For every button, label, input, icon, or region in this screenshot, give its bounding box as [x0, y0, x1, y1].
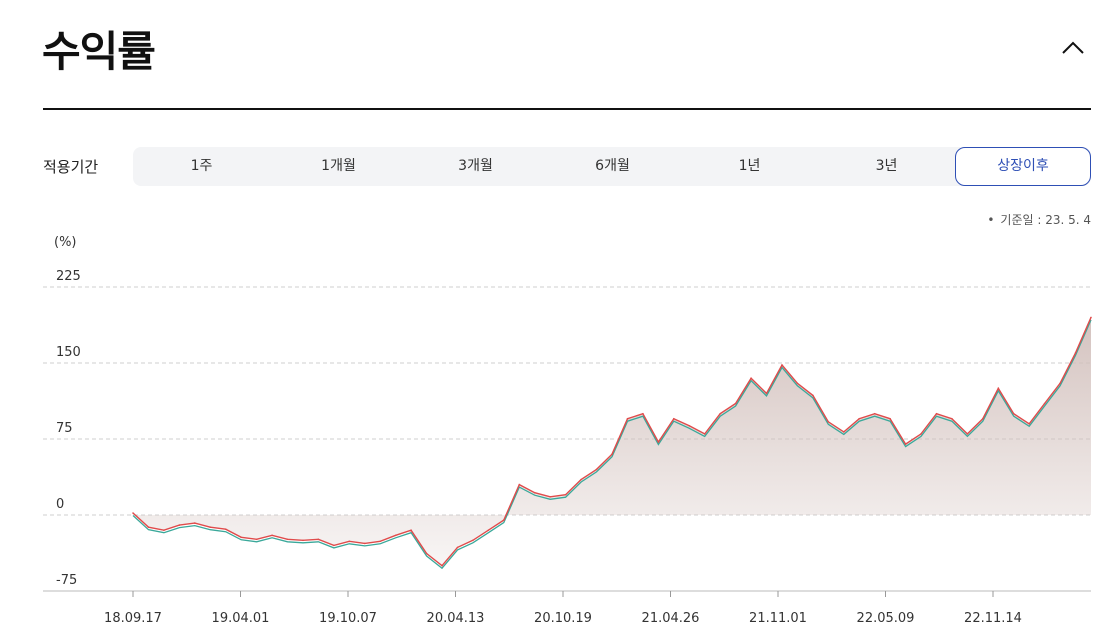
data-point	[410, 529, 412, 531]
data-point	[719, 412, 721, 415]
data-point	[812, 394, 814, 397]
data-point	[364, 542, 366, 545]
data-point	[703, 433, 706, 435]
data-point	[394, 534, 397, 537]
x-tick-label: 19.10.07	[319, 611, 377, 626]
period-option-3m[interactable]: 3개월	[458, 158, 493, 174]
data-point	[765, 392, 768, 395]
x-tick-label: 20.04.13	[427, 611, 485, 626]
data-point	[549, 496, 551, 498]
data-point	[580, 478, 582, 481]
period-option-3y[interactable]: 3년	[875, 158, 898, 174]
data-point	[688, 425, 691, 427]
data-point	[642, 412, 644, 415]
data-point	[873, 412, 876, 415]
data-point	[673, 417, 675, 420]
data-point	[456, 546, 459, 549]
period-label: 적용기간	[43, 158, 99, 176]
y-tick-label: 225	[56, 269, 81, 284]
data-point	[626, 417, 629, 420]
data-point	[858, 417, 860, 420]
page-title: 수익률	[42, 27, 156, 76]
data-point	[240, 536, 242, 539]
data-point	[796, 382, 799, 385]
period-option-1w[interactable]: 1주	[190, 158, 213, 174]
data-point	[997, 387, 1000, 390]
data-point	[827, 421, 830, 423]
data-point	[487, 529, 490, 531]
data-point	[472, 539, 474, 542]
period-selector: 1주 1개월 3개월 6개월 1년 3년 상장이후	[133, 147, 1091, 186]
data-point	[1074, 352, 1077, 354]
data-point	[333, 544, 335, 547]
data-point	[611, 453, 613, 456]
data-point	[951, 417, 953, 420]
data-point	[533, 491, 536, 494]
data-point	[302, 539, 304, 542]
period-option-1m[interactable]: 1개월	[321, 158, 356, 174]
data-point	[348, 540, 351, 543]
y-tick-label: 150	[56, 345, 81, 360]
y-tick-label: -75	[56, 573, 77, 588]
data-point	[564, 493, 567, 496]
as-of-date: • 기준일 : 23. 5. 4	[987, 211, 1091, 228]
x-tick-label: 18.09.17	[104, 611, 162, 626]
data-point	[255, 538, 258, 541]
data-point	[178, 524, 181, 526]
data-point	[317, 538, 320, 541]
data-point	[982, 417, 984, 420]
data-point	[441, 564, 443, 567]
y-tick-label: 0	[56, 497, 64, 512]
data-point	[163, 529, 165, 531]
y-axis-unit: (%)	[54, 235, 77, 250]
data-point	[843, 431, 845, 433]
data-point	[194, 522, 196, 524]
data-point	[734, 402, 737, 405]
data-point	[425, 552, 428, 555]
y-tick-label: 75	[56, 421, 73, 436]
data-point	[595, 468, 598, 471]
benchmark-line	[132, 319, 1092, 570]
data-point	[209, 526, 212, 528]
as-of-text: 기준일 : 23. 5. 4	[1000, 213, 1091, 227]
x-tick-label: 19.04.01	[212, 611, 270, 626]
data-point	[1012, 412, 1015, 415]
data-point	[147, 526, 150, 528]
chevron-up-icon	[1062, 41, 1084, 54]
bullet-icon: •	[987, 213, 995, 227]
x-tick-label: 20.10.19	[534, 611, 592, 626]
x-tick-label: 21.04.26	[642, 611, 700, 626]
data-point	[920, 433, 922, 435]
data-point	[379, 540, 382, 543]
period-option-1y[interactable]: 1년	[738, 158, 761, 174]
data-point	[518, 483, 521, 486]
data-point	[286, 538, 289, 541]
x-tick-label: 22.05.09	[857, 611, 915, 626]
return-area-fill	[133, 317, 1091, 566]
data-point	[1059, 382, 1061, 385]
header-divider	[43, 108, 1091, 110]
data-point	[224, 528, 227, 530]
data-point	[271, 534, 273, 537]
x-tick-label: 21.11.01	[749, 611, 807, 626]
collapse-button[interactable]	[1058, 34, 1088, 60]
data-point	[750, 377, 752, 380]
data-point	[889, 417, 891, 420]
data-point	[935, 412, 938, 415]
data-point	[904, 443, 907, 445]
data-point	[503, 519, 505, 521]
data-point	[132, 512, 134, 514]
period-option-since-listing[interactable]: 상장이후	[955, 147, 1091, 186]
data-point	[781, 364, 783, 366]
data-point	[1090, 316, 1092, 319]
x-tick-label: 22.11.14	[964, 611, 1022, 626]
data-point	[657, 441, 660, 443]
data-point	[966, 433, 969, 435]
period-option-6m[interactable]: 6개월	[595, 158, 630, 174]
data-point	[1043, 402, 1046, 405]
data-point	[1028, 423, 1030, 425]
